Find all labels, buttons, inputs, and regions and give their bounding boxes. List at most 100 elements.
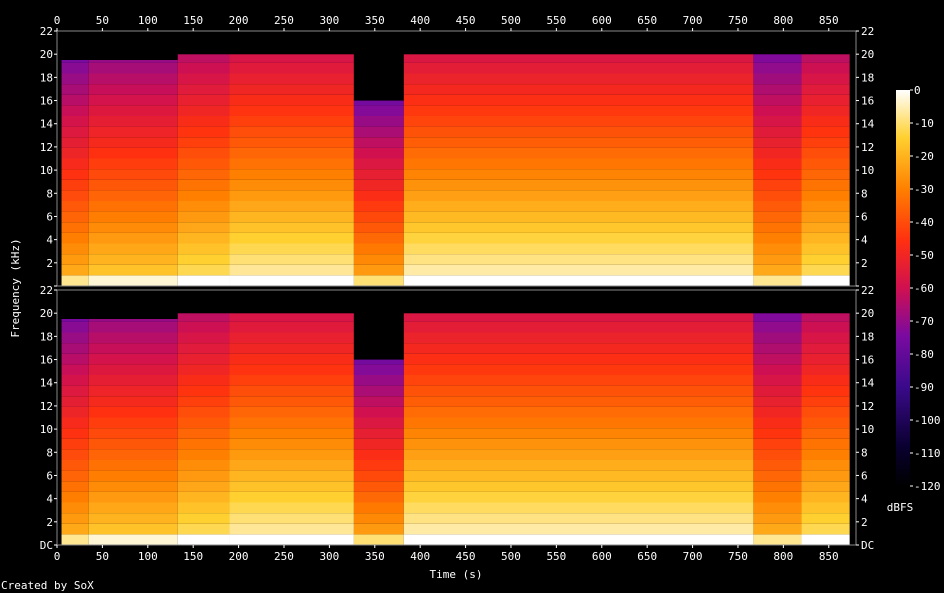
y-tick-label: 12: [40, 400, 53, 413]
spectrogram-cell: [801, 105, 850, 116]
spectrogram-cell: [403, 232, 754, 244]
y-tick-label: 20: [861, 307, 874, 320]
spectrogram-cell: [753, 470, 802, 482]
spectrogram-cell: [88, 264, 178, 276]
spectrogram-cell: [801, 513, 850, 524]
spectrogram-cell: [88, 375, 178, 386]
spectrogram-cell: [88, 449, 178, 460]
spectrogram-cell: [61, 264, 89, 276]
colorbar-label: dBFS: [887, 501, 914, 514]
spectrogram-cell: [61, 428, 89, 439]
spectrogram-cell: [403, 290, 754, 314]
spectrogram-cell: [61, 470, 89, 482]
spectrogram-cell: [88, 169, 178, 180]
spectrogram-cell: [61, 211, 89, 223]
spectrogram-cell: [229, 313, 354, 322]
y-tick-label: 6: [861, 210, 868, 223]
x-tick-label: 350: [365, 550, 385, 563]
spectrogram-cell: [353, 406, 404, 418]
spectrogram-cell: [88, 460, 178, 471]
spectrogram-cell: [403, 116, 754, 127]
spectrogram-cell: [801, 502, 850, 514]
spectrogram-cell: [177, 460, 230, 471]
colorbar-tick-label: -60: [914, 282, 934, 295]
spectrogram-cell: [61, 201, 89, 212]
spectrogram-cell: [88, 438, 178, 450]
x-axis-label: Time (s): [430, 568, 483, 581]
spectrogram-cell: [229, 126, 354, 138]
spectrogram-cell: [403, 481, 754, 492]
spectrogram-cell: [801, 201, 850, 212]
y-tick-label: 8: [46, 446, 53, 459]
spectrogram-cell: [177, 417, 230, 429]
spectrogram-cell: [61, 275, 89, 286]
y-tick-label: 14: [40, 377, 54, 390]
x-tick-label: 750: [728, 550, 748, 563]
spectrogram-cell: [229, 438, 354, 450]
spectrogram-cell: [753, 169, 802, 180]
spectrogram-cell: [801, 84, 850, 95]
colorbar-tick-label: -10: [914, 117, 934, 130]
panel-frame: [56, 289, 857, 546]
spectrogram-cell: [88, 491, 178, 503]
spectrogram-cell: [61, 190, 89, 201]
x-tick-label: 50: [96, 14, 109, 27]
spectrogram-cell: [403, 243, 754, 255]
y-tick-label: 2: [861, 516, 868, 529]
spectrogram-cell: [177, 491, 230, 503]
spectrogram-cell: [61, 62, 89, 74]
spectrogram-cell: [229, 275, 354, 286]
spectrogram-cell: [88, 534, 178, 545]
spectrogram-cell: [801, 137, 850, 148]
spectrogram-cell: [61, 353, 89, 365]
x-tick-label: 300: [319, 14, 339, 27]
spectrogram-cell: [229, 513, 354, 524]
spectrogram-cell: [753, 449, 802, 460]
x-tick-label: 800: [773, 14, 793, 27]
y-tick-label: 18: [861, 71, 874, 84]
spectrogram-cell: [61, 385, 89, 397]
spectrogram-cell: [753, 116, 802, 127]
x-tick-label: 50: [96, 550, 109, 563]
colorbar-tick-label: -120: [914, 480, 941, 493]
spectrogram-cell: [801, 343, 850, 354]
spectrogram-cell: [177, 353, 230, 365]
x-tick-label: 300: [319, 550, 339, 563]
spectrogram-cell: [403, 375, 754, 386]
spectrogram-cell: [753, 54, 802, 63]
spectrogram-cell: [229, 364, 354, 375]
spectrogram-cell: [353, 438, 404, 450]
spectrogram-cell: [801, 449, 850, 460]
spectrogram-cell: [801, 62, 850, 74]
spectrogram-cell: [403, 190, 754, 201]
x-tick-label: 500: [501, 550, 521, 563]
spectrogram-cell: [229, 534, 354, 545]
spectrogram-cell: [801, 116, 850, 127]
spectrogram-cell: [753, 94, 802, 106]
spectrogram-cell: [61, 31, 89, 60]
spectrogram-cell: [229, 62, 354, 74]
spectrogram-cell: [353, 502, 404, 514]
spectrogram-cell: [61, 222, 89, 233]
y-tick-label: 14: [861, 118, 875, 131]
x-tick-label: 0: [54, 14, 61, 27]
spectrogram-cell: [801, 232, 850, 244]
y-tick-label: 12: [40, 141, 53, 154]
spectrogram-cell: [403, 264, 754, 276]
x-tick-label: 550: [546, 550, 566, 563]
spectrogram-cell: [229, 491, 354, 503]
spectrogram-cell: [403, 158, 754, 170]
colorbar-tick-label: -50: [914, 249, 934, 262]
spectrogram-cell: [753, 264, 802, 276]
spectrogram-cell: [61, 491, 89, 503]
spectrogram-cell: [753, 137, 802, 148]
spectrogram-cell: [353, 417, 404, 429]
spectrogram-cell: [403, 353, 754, 365]
y-tick-label: 20: [861, 48, 874, 61]
spectrogram-cell: [403, 179, 754, 191]
y-tick-label: 4: [861, 493, 868, 506]
y-tick-label: 16: [861, 95, 874, 108]
x-tick-label: 600: [592, 14, 612, 27]
spectrogram-cell: [229, 396, 354, 407]
x-tick-label: 800: [773, 550, 793, 563]
